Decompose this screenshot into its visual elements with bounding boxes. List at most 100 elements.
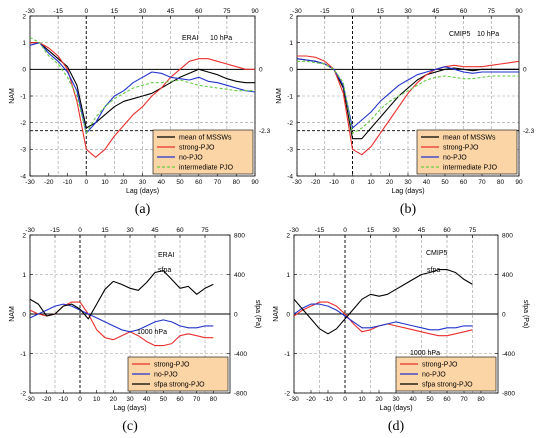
x-tick-label: 70	[460, 396, 468, 403]
x-top-tick-label: 90	[515, 8, 523, 15]
x-tick-label: 20	[386, 179, 394, 186]
y-tick-label: 1	[286, 272, 290, 279]
x-tick-label: 10	[367, 179, 375, 186]
x-tick-label: 10	[101, 179, 109, 186]
annotation: 10 hPa	[210, 35, 232, 42]
series-line-no-pjo	[297, 58, 519, 129]
legend: strong-PJO no-PJO sfpa strong-PJO	[127, 356, 229, 392]
x-tick-label: 30	[139, 179, 147, 186]
x-top-tick-label: 30	[126, 227, 134, 234]
x-tick-label: -20	[311, 179, 321, 186]
legend: strong-PJO no-PJO sfpa strong-PJO	[395, 356, 497, 392]
y-tick-label: -1	[284, 351, 290, 358]
y2-tick-label: -800	[502, 390, 515, 397]
panel-label: (b)	[400, 202, 417, 217]
legend-entry: no-PJO	[154, 372, 178, 379]
y-tick-label: 0	[22, 311, 26, 318]
x-tick-label: 40	[158, 179, 166, 186]
y2-tick-label: 0	[502, 311, 506, 318]
panel-c: -30 -20 -10 0 10 20 30 40 50 60 70 80-30 -15 0 15 30 45 6…	[9, 227, 261, 434]
x-axis-label: Lag (days)	[391, 188, 424, 195]
x-top-tick-label: 45	[432, 8, 440, 15]
x-tick-label: -20	[44, 179, 54, 186]
x-top-tick-label: 60	[460, 8, 468, 15]
x-top-tick-label: 45	[418, 227, 426, 234]
x-top-tick-label: 75	[488, 8, 496, 15]
y-tick-label: -4	[287, 173, 293, 180]
y-tick-label: -2	[20, 120, 26, 127]
x-top-tick-label: 0	[351, 8, 355, 15]
legend: mean of MSSWs strong-PJO no-PJO intermediat…	[416, 129, 518, 175]
y-tick-label: 2	[22, 13, 26, 20]
y-tick-label: 0	[289, 67, 293, 74]
reference-value-label: -2.3	[523, 128, 535, 135]
x-tick-label: 80	[477, 396, 485, 403]
series-line-no-pjo	[30, 303, 214, 333]
panel-d: -30 -20 -10 0 10 20 30 40 50 60 70 80-30 -15 0 15 30 45 6…	[273, 227, 529, 434]
series-line-intermediate-pjo	[30, 36, 255, 134]
x-top-tick-label: 0	[78, 227, 82, 234]
x-top-tick-label: 45	[151, 227, 159, 234]
legend-entry: no-PJO	[443, 155, 467, 162]
legend-entry: intermediate PJO	[443, 165, 498, 172]
x-top-tick-label: 15	[101, 227, 109, 234]
panel-b: -30 -20 -10 0 10 20 30 40 50 60 70 80 90-30 -15 0 15 30 4…	[276, 8, 535, 217]
x-axis-label: Lag (days)	[113, 405, 146, 412]
x-tick-label: 80	[210, 396, 218, 403]
y2-axis-label: sfpa (Pa)	[254, 300, 261, 328]
y-tick-label: -1	[287, 93, 293, 100]
series-line-no-pjo	[30, 42, 255, 134]
x-tick-label: 40	[423, 179, 431, 186]
y2-tick-label: 800	[234, 232, 245, 239]
x-top-tick-label: -15	[50, 227, 60, 234]
series-line-no-pjo	[294, 303, 473, 331]
y-tick-label: 0	[286, 311, 290, 318]
legend-entry: strong-PJO	[154, 362, 190, 369]
x-top-tick-label: 75	[201, 227, 209, 234]
y-tick-label: -3	[20, 147, 26, 154]
x-tick-label: 70	[193, 396, 201, 403]
x-axis-label: Lag (days)	[379, 405, 412, 412]
x-top-tick-label: 75	[223, 8, 231, 15]
y-axis-label: NAM	[276, 88, 283, 104]
x-top-tick-label: 75	[469, 227, 477, 234]
y-tick-label: -3	[287, 147, 293, 154]
x-top-tick-label: -30	[292, 8, 302, 15]
annotation: CMIP5	[426, 250, 448, 257]
x-top-tick-label: 30	[392, 227, 400, 234]
x-top-tick-label: -15	[53, 8, 63, 15]
x-top-tick-label: 15	[367, 227, 375, 234]
x-tick-label: -30	[292, 179, 302, 186]
legend-entry: sfpa strong-PJO	[422, 382, 473, 389]
y-tick-label: 1	[289, 40, 293, 47]
legend-entry: mean of MSSWs	[443, 135, 496, 142]
annotation: sfpa	[427, 267, 440, 274]
x-tick-label: -20	[306, 396, 316, 403]
x-top-tick-label: -30	[25, 227, 35, 234]
x-top-tick-label: -30	[25, 8, 35, 15]
y2-tick-label: -400	[234, 351, 247, 358]
y-tick-label: -1	[20, 351, 26, 358]
series-group	[30, 36, 255, 158]
legend: mean of MSSWs strong-PJO no-PJO intermediat…	[152, 129, 254, 175]
legend-entry: intermediate PJO	[179, 165, 234, 172]
legend-entry: strong-PJO	[443, 145, 479, 152]
x-tick-label: 30	[392, 396, 400, 403]
x-tick-label: 90	[515, 179, 523, 186]
x-top-tick-label: 60	[195, 8, 203, 15]
x-top-tick-label: 0	[343, 227, 347, 234]
panel-label: (c)	[122, 419, 138, 434]
x-top-tick-label: 90	[251, 8, 259, 15]
series-line-strong-pjo	[30, 42, 255, 158]
x-tick-label: 90	[251, 179, 259, 186]
x-tick-label: 70	[478, 179, 486, 186]
x-top-tick-label: 60	[443, 227, 451, 234]
y-axis-label: NAM	[9, 88, 16, 104]
annotation: 10 hPa	[477, 31, 499, 38]
x-tick-label: 0	[351, 179, 355, 186]
x-top-tick-label: -15	[315, 227, 325, 234]
y-tick-label: 2	[286, 232, 290, 239]
series-line-strong-pjo	[294, 301, 473, 337]
y2-tick-label: -800	[234, 390, 247, 397]
y2-tick-label: 0	[234, 311, 238, 318]
